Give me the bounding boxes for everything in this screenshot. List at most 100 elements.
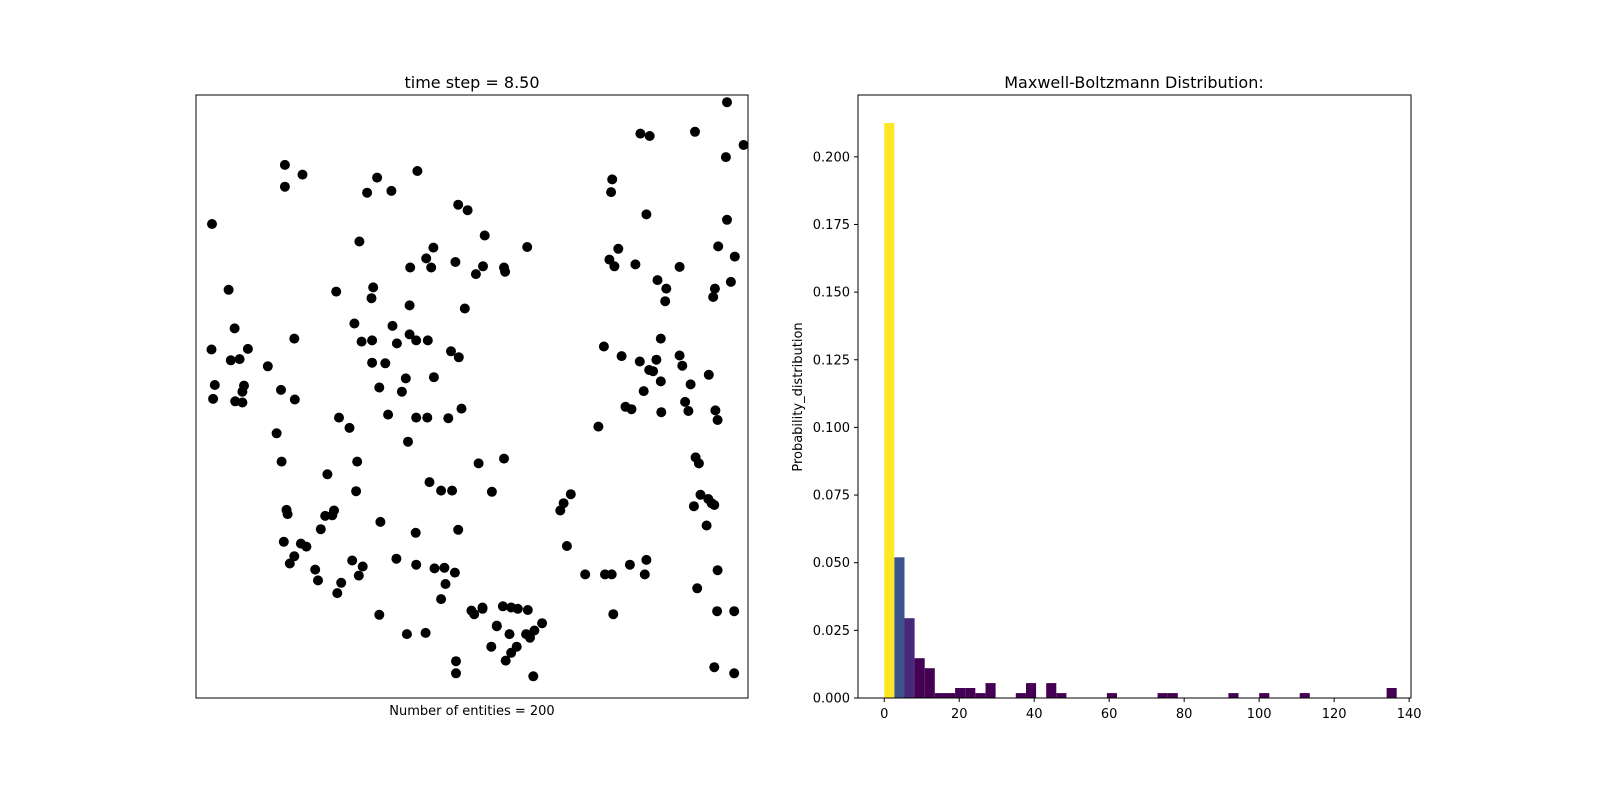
scatter-point [529, 625, 540, 636]
scatter-point [609, 261, 620, 272]
scatter-point [372, 172, 383, 183]
scatter-point [608, 609, 619, 620]
scatter-point [703, 369, 714, 380]
x-tick-label: 80 [1176, 707, 1193, 722]
histogram-bar [914, 658, 925, 698]
scatter-point [428, 372, 439, 383]
scatter-point [375, 516, 386, 527]
histogram-bar [1228, 693, 1239, 698]
scatter-point [429, 563, 440, 574]
scatter-point [276, 456, 287, 467]
scatter-point [688, 501, 699, 512]
scatter-point [522, 605, 533, 615]
scatter-point [443, 413, 454, 424]
scatter-point [411, 412, 422, 423]
histogram-bar [1046, 683, 1057, 698]
scatter-point [709, 662, 720, 673]
x-tick-label: 60 [1101, 707, 1118, 722]
scatter-point [580, 569, 591, 580]
histogram-bar [1259, 693, 1270, 698]
scatter-point [383, 409, 394, 420]
histogram-y-ticks: 0.000 0.025 0.050 0.075 0.100 0.125 0.150 0.175… [813, 150, 858, 707]
scatter-point [374, 382, 385, 393]
scatter-point [638, 386, 649, 397]
scatter-point [479, 230, 490, 241]
scatter-point [506, 602, 517, 613]
scatter-point [634, 356, 645, 367]
scatter-xlabel: Number of entities = 200 [389, 704, 554, 719]
scatter-point [656, 407, 667, 418]
scatter-point [674, 350, 685, 361]
scatter-point [561, 541, 572, 551]
scatter-point [660, 296, 671, 307]
scatter-point [279, 159, 290, 170]
x-tick-label: 140 [1397, 707, 1422, 722]
scatter-point [446, 346, 456, 357]
scatter-point [403, 436, 413, 447]
scatter-point [380, 358, 391, 369]
scatter-point [391, 553, 402, 564]
scatter-point [234, 354, 245, 365]
scatter-point [239, 380, 249, 391]
scatter-point [410, 527, 421, 538]
y-tick-label: 0.025 [813, 624, 850, 639]
scatter-point [486, 486, 497, 497]
scatter-point [367, 357, 378, 368]
scatter-point [362, 187, 373, 198]
y-tick-label: 0.100 [813, 421, 850, 436]
scatter-point [208, 393, 219, 404]
scatter-point [712, 415, 723, 425]
scatter-point [374, 609, 385, 620]
scatter-point [708, 292, 719, 302]
scatter-point [693, 458, 704, 469]
histogram-bar [904, 618, 915, 698]
scatter-point [677, 360, 688, 371]
scatter-point [499, 262, 509, 273]
scatter-point [738, 140, 749, 150]
y-tick-label: 0.175 [813, 218, 850, 233]
scatter-point [613, 243, 624, 254]
scatter-point [405, 262, 416, 273]
scatter-point [334, 412, 344, 423]
scatter-point [439, 562, 450, 573]
scatter-point [327, 510, 338, 521]
histogram-x-ticks: 0 20 40 60 80 100 120 140 [880, 698, 1422, 722]
scatter-point [276, 384, 286, 395]
scatter-point [356, 336, 367, 347]
scatter-point [404, 329, 415, 340]
x-tick-label: 20 [951, 707, 968, 722]
histogram-bar [945, 693, 956, 698]
scatter-point [396, 386, 407, 397]
scatter-point [310, 564, 321, 575]
scatter-point [607, 174, 618, 185]
scatter-point [641, 209, 652, 220]
histogram-bar [1167, 693, 1178, 698]
scatter-point [729, 606, 740, 617]
scatter-point [521, 629, 532, 640]
scatter-point [451, 668, 461, 679]
scatter-point [289, 333, 300, 344]
histogram-bar [965, 688, 976, 698]
scatter-point [386, 185, 397, 196]
scatter-point [624, 559, 635, 570]
histogram-bar [1026, 683, 1037, 698]
x-tick-label: 0 [880, 707, 888, 722]
scatter-point [223, 284, 234, 295]
y-tick-label: 0.050 [813, 556, 850, 571]
scatter-point [278, 536, 289, 547]
scatter-point [411, 559, 422, 570]
scatter-point [453, 524, 464, 535]
scatter-point [367, 335, 378, 346]
scatter-panel: time step = 8.50 Number of entities = 20… [195, 73, 749, 719]
scatter-point [404, 300, 415, 311]
histogram-bars [884, 123, 1397, 698]
scatter-point [387, 320, 398, 331]
scatter-point [473, 458, 484, 469]
scatter-point [641, 554, 652, 565]
scatter-points [206, 97, 749, 682]
scatter-point [462, 205, 473, 216]
scatter-point [271, 428, 282, 439]
scatter-point [639, 569, 650, 580]
scatter-point [486, 641, 497, 652]
scatter-point [506, 647, 517, 658]
